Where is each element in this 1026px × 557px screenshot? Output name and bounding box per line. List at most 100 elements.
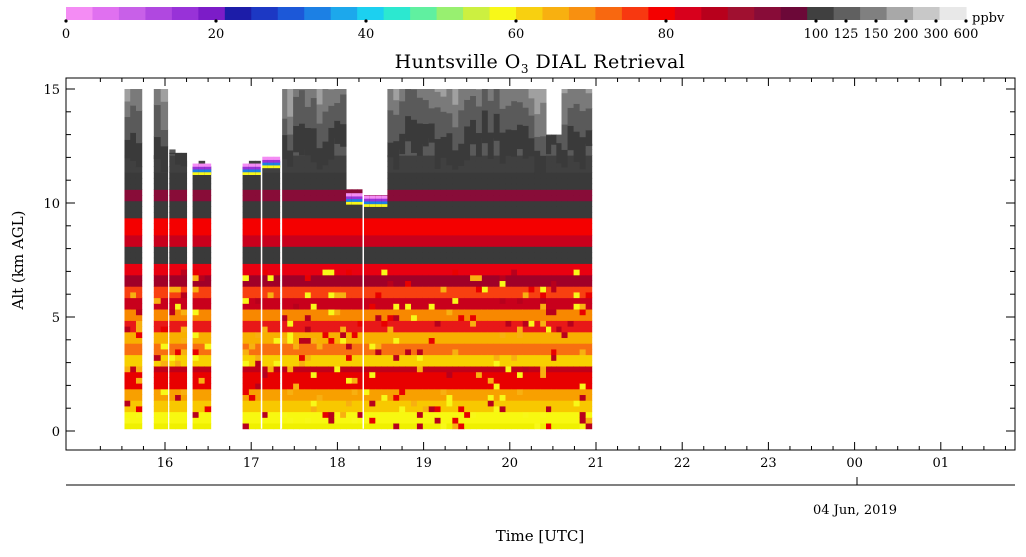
curtain-cell bbox=[446, 183, 453, 190]
curtain-cell bbox=[293, 223, 300, 230]
curtain-cell bbox=[310, 354, 318, 361]
curtain-cell bbox=[299, 411, 306, 418]
curtain-cell bbox=[579, 360, 587, 367]
curtain-cell bbox=[446, 177, 453, 185]
curtain-cell bbox=[516, 360, 524, 367]
curtain-cell bbox=[505, 320, 512, 327]
curtain-cell bbox=[375, 348, 382, 356]
curtain-cell bbox=[175, 166, 182, 173]
curtain-cell bbox=[316, 377, 324, 384]
curtain-cell bbox=[428, 229, 436, 236]
curtain-cell bbox=[175, 257, 182, 264]
curtain-cell bbox=[440, 252, 447, 259]
curtain-cell bbox=[273, 377, 281, 384]
curtain-cell bbox=[585, 383, 593, 390]
curtain-cell bbox=[534, 150, 541, 175]
curtain-cell bbox=[135, 183, 143, 190]
curtain-cell bbox=[434, 400, 442, 407]
curtain-cell bbox=[281, 331, 288, 339]
curtain-cell bbox=[351, 326, 359, 333]
curtain-cell bbox=[458, 411, 465, 418]
curtain-cell bbox=[261, 223, 269, 230]
curtain-cell bbox=[416, 97, 424, 124]
curtain-cell bbox=[481, 252, 489, 259]
curtain-cell bbox=[180, 348, 188, 356]
curtain-cell bbox=[340, 366, 347, 373]
curtain-cell bbox=[363, 348, 370, 356]
curtain-cell bbox=[399, 100, 406, 134]
curtain-cell bbox=[198, 234, 206, 242]
curtain-cell bbox=[393, 377, 400, 384]
curtain-cell bbox=[464, 314, 471, 321]
curtain-cell bbox=[528, 411, 535, 418]
curtain-cell bbox=[573, 354, 581, 361]
curtain-cell bbox=[130, 354, 137, 361]
curtain-cell bbox=[499, 177, 506, 185]
curtain-cell bbox=[551, 189, 557, 196]
curtain-cell bbox=[585, 177, 593, 185]
curtain-cell bbox=[481, 195, 489, 202]
curtain-cell bbox=[316, 337, 324, 344]
curtain-cell bbox=[267, 411, 275, 418]
curtain-cell bbox=[567, 400, 575, 407]
curtain-cell bbox=[281, 269, 288, 276]
curtain-cell bbox=[393, 166, 400, 173]
curtain-cell bbox=[567, 348, 575, 356]
curtain-cell bbox=[281, 320, 288, 327]
curtain-cell bbox=[546, 360, 552, 367]
curtain-cell bbox=[528, 97, 535, 116]
curtain-cell bbox=[130, 229, 137, 236]
curtain-cell bbox=[440, 405, 447, 413]
curtain-cell bbox=[540, 195, 547, 202]
curtain-cell bbox=[160, 240, 169, 247]
curtain-cell bbox=[351, 343, 359, 350]
curtain-cell bbox=[160, 189, 169, 196]
curtain-cell bbox=[416, 348, 424, 356]
curtain-cell bbox=[393, 411, 400, 418]
curtain-cell bbox=[556, 394, 563, 401]
curtain-cell bbox=[261, 383, 269, 390]
curtain-cell bbox=[248, 240, 256, 247]
curtain-cell bbox=[281, 377, 288, 384]
curtain-cell bbox=[416, 172, 424, 179]
curtain-cell bbox=[458, 423, 465, 430]
curtain-cell bbox=[567, 155, 575, 162]
curtain-cell bbox=[160, 320, 169, 327]
curtain-cell bbox=[198, 195, 206, 202]
curtain-cell bbox=[579, 320, 587, 327]
curtain-cell bbox=[198, 200, 206, 207]
curtain-cell bbox=[528, 331, 535, 339]
curtain-cell bbox=[267, 217, 275, 225]
curtain-cell bbox=[198, 223, 206, 230]
curtain-cell bbox=[470, 177, 477, 185]
curtain-cell bbox=[135, 223, 143, 230]
curtain-cell bbox=[357, 229, 364, 236]
curtain-cell bbox=[180, 166, 188, 173]
curtain-cell bbox=[304, 320, 312, 327]
curtain-cell bbox=[505, 257, 512, 264]
curtain-cell bbox=[540, 212, 547, 219]
curtain-cell bbox=[422, 303, 430, 310]
curtain-cell bbox=[316, 297, 324, 304]
curtain-cell bbox=[204, 326, 212, 333]
curtain-cell bbox=[399, 133, 406, 155]
curtain-cell bbox=[434, 257, 442, 264]
curtain-cell bbox=[579, 246, 587, 253]
curtain-cell bbox=[192, 206, 200, 213]
curtain-cell bbox=[428, 331, 436, 339]
curtain-cell bbox=[363, 206, 370, 213]
curtain-cell bbox=[375, 320, 382, 327]
curtain-cell bbox=[153, 240, 162, 247]
curtain-cell bbox=[405, 411, 412, 418]
curtain-cell bbox=[487, 252, 495, 259]
curtain-cell bbox=[511, 388, 518, 396]
curtain-cell bbox=[328, 263, 335, 270]
curtain-cell bbox=[346, 212, 353, 219]
curtain-cell bbox=[528, 274, 535, 282]
curtain-cell bbox=[381, 200, 388, 205]
curtain-cell bbox=[124, 172, 131, 179]
curtain-cell bbox=[334, 155, 341, 162]
curtain-cell bbox=[192, 303, 200, 310]
curtain-cell bbox=[381, 195, 388, 199]
curtain-cell bbox=[546, 354, 552, 361]
